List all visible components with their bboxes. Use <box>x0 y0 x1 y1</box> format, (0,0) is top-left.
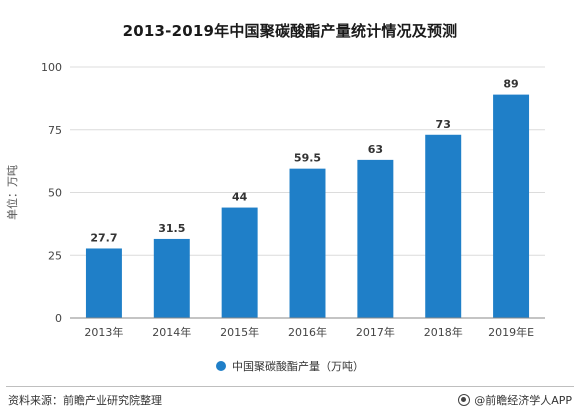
legend: 中国聚碳酸酯产量（万吨） <box>0 358 580 374</box>
bar <box>85 248 122 318</box>
qianzhan-logo-icon <box>458 394 471 406</box>
bar <box>153 238 190 318</box>
source-note: 资料来源：前瞻产业研究院整理 <box>8 394 162 407</box>
x-tick-label: 2019年E <box>488 325 534 339</box>
data-label: 63 <box>368 143 383 156</box>
data-label: 89 <box>503 78 518 91</box>
data-label: 31.5 <box>158 222 185 235</box>
legend-swatch <box>216 361 226 371</box>
brand-text: @前瞻经济学人APP <box>474 394 572 407</box>
footer-divider <box>6 386 574 387</box>
legend-label: 中国聚碳酸酯产量（万吨） <box>232 360 364 373</box>
x-tick-label: 2016年 <box>288 325 327 339</box>
chart-title: 2013-2019年中国聚碳酸酯产量统计情况及预测 <box>122 22 458 40</box>
x-tick-label: 2015年 <box>220 325 259 339</box>
brand-credit: @前瞻经济学人APP <box>458 392 572 408</box>
bar <box>493 94 530 318</box>
bars <box>85 94 530 318</box>
y-tick-label: 25 <box>48 249 62 262</box>
data-label: 59.5 <box>294 152 321 165</box>
x-tick-label: 2017年 <box>356 325 395 339</box>
x-tick-label: 2014年 <box>152 325 191 339</box>
data-label: 27.7 <box>90 231 117 244</box>
y-tick-label: 50 <box>48 187 62 200</box>
x-tick-label: 2013年 <box>84 325 123 339</box>
bar <box>357 159 394 318</box>
y-tick-label: 75 <box>48 124 62 137</box>
y-axis-ticks: 0 25 50 75 100 <box>41 61 62 325</box>
bar <box>289 168 326 318</box>
y-tick-label: 0 <box>55 312 62 325</box>
bar <box>425 134 462 318</box>
y-axis-label: 单位：万吨 <box>5 165 19 220</box>
data-labels: 27.7 31.5 44 59.5 63 73 89 <box>90 78 518 245</box>
bar <box>221 207 258 318</box>
data-label: 44 <box>232 191 248 204</box>
data-label: 73 <box>436 118 451 131</box>
y-tick-label: 100 <box>41 61 62 74</box>
x-axis-ticks: 2013年 2014年 2015年 2016年 2017年 2018年 2019年E <box>84 325 534 339</box>
x-tick-label: 2018年 <box>424 325 463 339</box>
